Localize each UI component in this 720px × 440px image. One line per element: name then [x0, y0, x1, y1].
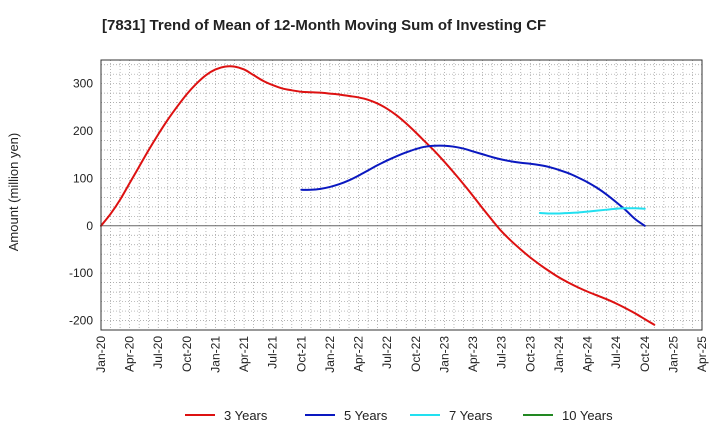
- legend-label: 10 Years: [562, 408, 613, 423]
- x-tick-label: Oct-23: [523, 336, 537, 372]
- y-tick-label: 100: [73, 171, 93, 185]
- y-tick-label: 300: [73, 77, 93, 91]
- x-tick-label: Jan-21: [208, 336, 222, 373]
- chart-title: [7831] Trend of Mean of 12-Month Moving …: [102, 17, 546, 34]
- legend-label: 7 Years: [449, 408, 493, 423]
- x-tick-label: Jul-21: [266, 336, 280, 369]
- x-axis: Jan-20 Apr-20 Jul-20 Oct-20 Jan-21 Apr-21 Jul-…: [94, 336, 709, 373]
- x-tick-label: Apr-20: [123, 336, 137, 372]
- x-tick-label: Jul-24: [609, 336, 623, 369]
- x-tick-label: Jan-23: [437, 336, 451, 373]
- x-tick-label: Apr-21: [237, 336, 251, 372]
- y-axis-label: Amount (million yen): [6, 133, 21, 252]
- series-line-1: [100, 65, 656, 326]
- series-line-2: [300, 144, 646, 227]
- series-line-3: [538, 207, 646, 215]
- x-tick-label: Apr-23: [466, 336, 480, 372]
- x-tick-label: Apr-22: [352, 336, 366, 372]
- grid: [101, 60, 702, 330]
- y-tick-label: 0: [86, 219, 93, 233]
- plot-frame: [100, 59, 703, 331]
- y-axis: -200 -100 0 100 200 300: [69, 77, 93, 328]
- legend: 3 Years 5 Years 7 Years 10 Years: [185, 408, 613, 423]
- x-tick-label: Oct-20: [180, 336, 194, 372]
- y-tick-label: -200: [69, 314, 93, 328]
- x-tick-label: Jul-22: [380, 336, 394, 369]
- x-tick-label: Jan-22: [323, 336, 337, 373]
- legend-label: 5 Years: [344, 408, 388, 423]
- x-tick-label: Apr-24: [581, 336, 595, 372]
- y-tick-label: -100: [69, 266, 93, 280]
- legend-label: 3 Years: [224, 408, 268, 423]
- x-tick-label: Oct-24: [638, 336, 652, 372]
- x-tick-label: Jul-20: [151, 336, 165, 369]
- x-tick-label: Jan-24: [552, 336, 566, 373]
- x-tick-label: Oct-22: [409, 336, 423, 372]
- y-tick-label: 200: [73, 124, 93, 138]
- x-tick-label: Jan-25: [666, 336, 680, 373]
- x-tick-label: Jan-20: [94, 336, 108, 373]
- x-tick-label: Jul-23: [495, 336, 509, 369]
- x-tick-label: Apr-25: [695, 336, 709, 372]
- x-tick-label: Oct-21: [294, 336, 308, 372]
- series-group: [100, 65, 656, 326]
